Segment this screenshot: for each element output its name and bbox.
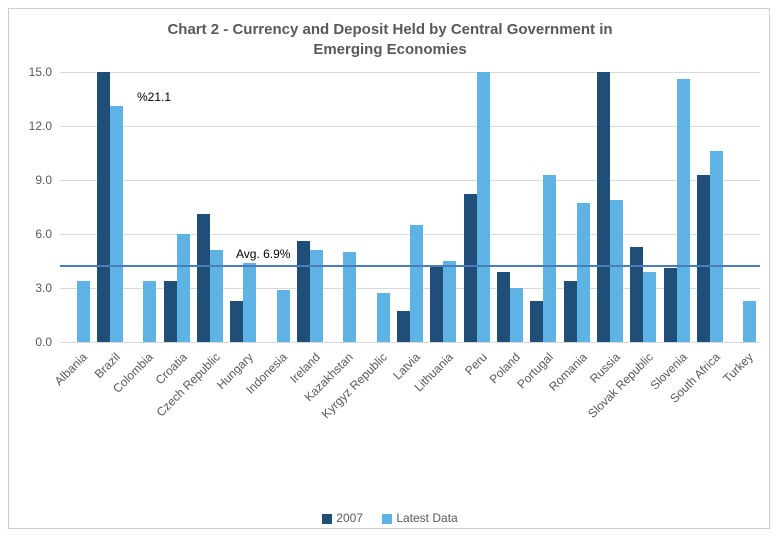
bar bbox=[697, 175, 710, 342]
bar bbox=[677, 79, 690, 342]
legend-item-2007: 2007 bbox=[322, 511, 363, 525]
bar bbox=[597, 72, 610, 342]
y-axis-label: 15.0 bbox=[12, 65, 52, 79]
bar bbox=[564, 281, 577, 342]
bar bbox=[297, 241, 310, 342]
bar bbox=[243, 263, 256, 342]
gridline bbox=[60, 126, 760, 127]
legend-label-2007: 2007 bbox=[336, 511, 363, 525]
y-axis-label: 6.0 bbox=[12, 227, 52, 241]
chart-frame: Chart 2 - Currency and Deposit Held by C… bbox=[0, 0, 780, 536]
bar bbox=[630, 247, 643, 342]
legend-item-latest: Latest Data bbox=[382, 511, 457, 525]
y-axis-label: 12.0 bbox=[12, 119, 52, 133]
bar bbox=[410, 225, 423, 342]
bar bbox=[177, 234, 190, 342]
legend-swatch-2007 bbox=[322, 514, 332, 524]
bar bbox=[577, 203, 590, 342]
bar bbox=[377, 293, 390, 342]
bar bbox=[543, 175, 556, 342]
chart-title: Chart 2 - Currency and Deposit Held by C… bbox=[0, 20, 780, 59]
chart-title-line1: Chart 2 - Currency and Deposit Held by C… bbox=[167, 21, 612, 38]
bar bbox=[277, 290, 290, 342]
bar bbox=[610, 200, 623, 342]
bar bbox=[77, 281, 90, 342]
x-axis bbox=[60, 342, 760, 343]
annotation: %21.1 bbox=[137, 90, 171, 104]
bar bbox=[97, 72, 110, 342]
bar bbox=[643, 272, 656, 342]
gridline bbox=[60, 180, 760, 181]
y-axis-label: 9.0 bbox=[12, 173, 52, 187]
bar bbox=[497, 272, 510, 342]
avg-line bbox=[60, 265, 760, 267]
bar bbox=[110, 106, 123, 342]
bar bbox=[164, 281, 177, 342]
avg-line-label: Avg. 6.9% bbox=[236, 247, 290, 261]
bar bbox=[197, 214, 210, 342]
bar bbox=[397, 311, 410, 342]
bar bbox=[743, 301, 756, 342]
bar bbox=[430, 266, 443, 342]
gridline bbox=[60, 72, 760, 73]
y-axis-label: 3.0 bbox=[12, 281, 52, 295]
bar bbox=[664, 268, 677, 342]
bar bbox=[230, 301, 243, 342]
legend: 2007 Latest Data bbox=[0, 511, 780, 525]
bar bbox=[464, 194, 477, 342]
plot-area bbox=[60, 72, 760, 342]
y-axis-label: 0.0 bbox=[12, 335, 52, 349]
bar bbox=[477, 72, 490, 342]
bar bbox=[530, 301, 543, 342]
bar bbox=[710, 151, 723, 342]
bar bbox=[443, 261, 456, 342]
bar bbox=[143, 281, 156, 342]
bar bbox=[510, 288, 523, 342]
chart-title-line2: Emerging Economies bbox=[313, 41, 466, 58]
legend-label-latest: Latest Data bbox=[396, 511, 457, 525]
legend-swatch-latest bbox=[382, 514, 392, 524]
